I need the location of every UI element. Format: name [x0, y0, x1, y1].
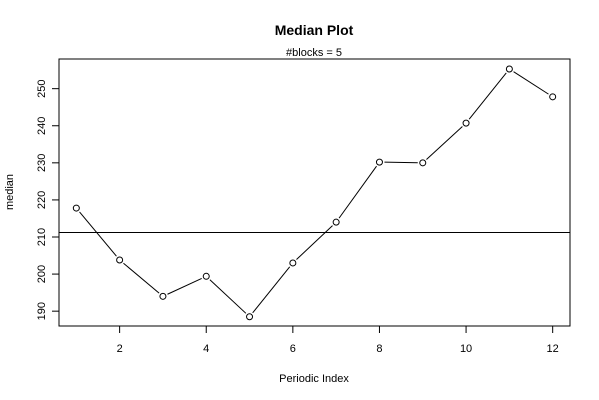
- series-line-segment: [209, 279, 247, 314]
- series-line-segment: [338, 165, 377, 219]
- plot-area-frame: [58, 58, 571, 327]
- series-line-segment: [167, 277, 202, 295]
- series-line-segment: [468, 72, 507, 120]
- data-point: [332, 218, 340, 226]
- x-tick-label: 2: [117, 343, 123, 355]
- data-point: [159, 292, 167, 300]
- y-axis: 190 200 210 220 230 240 250: [36, 79, 60, 320]
- data-point: [289, 259, 297, 267]
- y-tick-label: 240: [36, 117, 48, 135]
- data-point: [419, 159, 427, 167]
- data-point: [505, 65, 513, 73]
- y-tick-label: 230: [36, 154, 48, 172]
- series-line-segment: [384, 161, 418, 164]
- x-tick-label: 8: [376, 343, 382, 355]
- data-point: [462, 119, 470, 127]
- data-point: [549, 93, 557, 101]
- series-layer: [72, 65, 557, 321]
- y-tick-label: 220: [36, 191, 48, 209]
- series-line-segment: [123, 262, 160, 294]
- x-tick-label: 6: [290, 343, 296, 355]
- y-tick-label: 210: [36, 228, 48, 246]
- x-tick-label: 12: [547, 343, 559, 355]
- series-line-segment: [426, 126, 463, 160]
- series-line-segment: [513, 71, 549, 95]
- data-point: [202, 272, 210, 280]
- chart-title: Median Plot: [275, 22, 354, 38]
- y-axis-label: median: [4, 174, 16, 210]
- y-tick-label: 200: [36, 265, 48, 283]
- data-point: [72, 204, 80, 212]
- x-tick-label: 4: [203, 343, 209, 355]
- series-line-segment: [296, 225, 333, 260]
- data-point: [116, 256, 124, 264]
- data-point: [375, 158, 383, 166]
- series-line-segment: [252, 266, 291, 314]
- x-axis: 2 4 6 8 10 12: [117, 325, 559, 355]
- x-axis-label: Periodic Index: [279, 373, 349, 385]
- y-tick-label: 250: [36, 79, 48, 97]
- chart-subtitle: #blocks = 5: [286, 47, 342, 59]
- x-tick-label: 10: [460, 343, 472, 355]
- data-point: [246, 313, 254, 321]
- y-tick-label: 190: [36, 302, 48, 320]
- series-line-segment: [79, 211, 117, 257]
